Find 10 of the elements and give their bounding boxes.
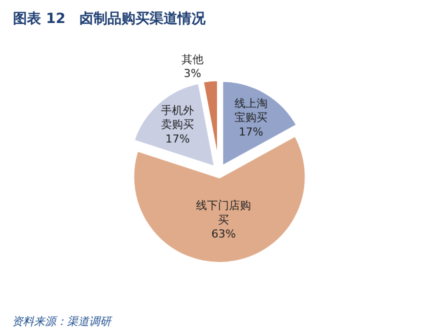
slice-label: 线上淘宝购买 bbox=[234, 96, 268, 124]
chart-title: 图表 12 卤制品购买渠道情况 bbox=[13, 10, 206, 27]
data-label: 17% bbox=[238, 125, 264, 138]
data-label: 17% bbox=[165, 132, 190, 146]
slice-label: 其他 bbox=[182, 52, 204, 66]
data-label: 3% bbox=[184, 67, 202, 80]
slice-label: 线下门店购买 bbox=[196, 199, 252, 226]
slice-label: 手机外卖购买 bbox=[161, 104, 194, 132]
data-label: 63% bbox=[211, 228, 236, 241]
text: 资料来源：渠道调研 bbox=[12, 315, 113, 328]
